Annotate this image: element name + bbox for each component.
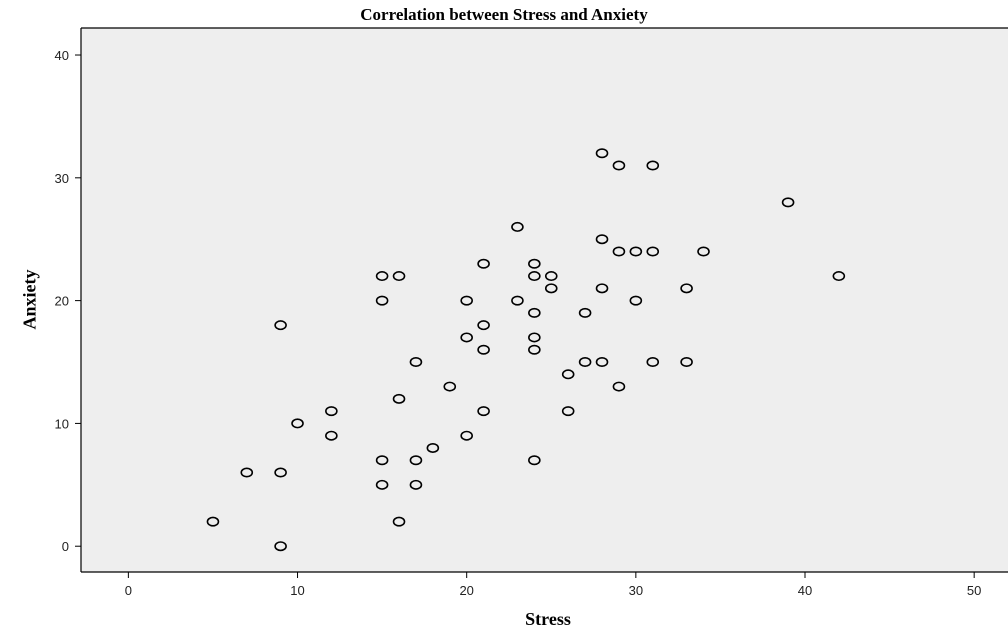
data-point bbox=[206, 516, 220, 527]
data-point bbox=[392, 271, 406, 282]
data-point bbox=[629, 246, 643, 257]
y-tick-label: 0 bbox=[62, 539, 69, 554]
data-point bbox=[629, 295, 643, 306]
data-point bbox=[274, 467, 287, 478]
data-point bbox=[612, 160, 626, 171]
y-tick-label: 10 bbox=[55, 416, 69, 431]
data-point bbox=[595, 148, 609, 159]
data-point bbox=[460, 332, 473, 343]
data-point bbox=[375, 479, 389, 490]
data-point bbox=[832, 271, 846, 282]
data-point bbox=[274, 320, 287, 331]
x-axis-label: Stress bbox=[525, 609, 571, 629]
data-point bbox=[544, 283, 558, 294]
y-tick-label: 30 bbox=[55, 171, 69, 186]
x-tick-label: 40 bbox=[798, 583, 812, 598]
data-point bbox=[477, 344, 490, 355]
data-point bbox=[781, 197, 795, 208]
data-point bbox=[325, 406, 338, 417]
y-tick-label: 20 bbox=[55, 294, 69, 309]
data-point bbox=[325, 430, 338, 441]
data-point bbox=[426, 442, 440, 453]
y-tick-label: 40 bbox=[55, 48, 69, 63]
data-point bbox=[511, 221, 524, 232]
data-point bbox=[646, 246, 660, 257]
data-point bbox=[477, 258, 490, 269]
data-point bbox=[240, 467, 254, 478]
data-point bbox=[528, 258, 541, 269]
data-point bbox=[646, 357, 660, 368]
data-point bbox=[680, 357, 693, 368]
data-point bbox=[443, 381, 457, 392]
data-point bbox=[409, 479, 423, 490]
x-tick-label: 10 bbox=[290, 583, 304, 598]
data-point bbox=[578, 357, 592, 368]
x-tick-label: 50 bbox=[967, 583, 981, 598]
data-point bbox=[274, 541, 287, 552]
data-point bbox=[511, 295, 524, 306]
data-point bbox=[612, 246, 626, 257]
data-point bbox=[595, 283, 609, 294]
x-tick-label: 20 bbox=[459, 583, 473, 598]
data-point bbox=[392, 393, 406, 404]
y-axis-label: Anxiety bbox=[19, 269, 40, 330]
data-point bbox=[375, 455, 389, 466]
data-point bbox=[528, 332, 541, 343]
data-point bbox=[375, 295, 389, 306]
data-point bbox=[409, 455, 423, 466]
data-point bbox=[595, 357, 609, 368]
data-point bbox=[460, 430, 473, 441]
data-point bbox=[528, 271, 541, 282]
data-point bbox=[392, 516, 406, 527]
plot-area bbox=[81, 28, 1008, 572]
data-point bbox=[375, 271, 389, 282]
data-point bbox=[595, 234, 609, 245]
x-tick-label: 30 bbox=[629, 583, 643, 598]
data-point bbox=[460, 295, 473, 306]
data-point bbox=[409, 357, 423, 368]
x-tick-label: 0 bbox=[125, 583, 132, 598]
chart-title: Correlation between Stress and Anxiety bbox=[360, 5, 648, 24]
data-point bbox=[291, 418, 304, 429]
data-point bbox=[477, 320, 490, 331]
data-point bbox=[578, 307, 592, 318]
data-point bbox=[528, 307, 541, 318]
data-point bbox=[646, 160, 660, 171]
data-point bbox=[612, 381, 626, 392]
data-point bbox=[477, 406, 490, 417]
data-point bbox=[561, 406, 575, 417]
data-point bbox=[528, 455, 541, 466]
data-point bbox=[544, 271, 558, 282]
data-point bbox=[528, 344, 541, 355]
data-point bbox=[697, 246, 710, 257]
data-point bbox=[561, 369, 575, 380]
data-point bbox=[680, 283, 693, 294]
